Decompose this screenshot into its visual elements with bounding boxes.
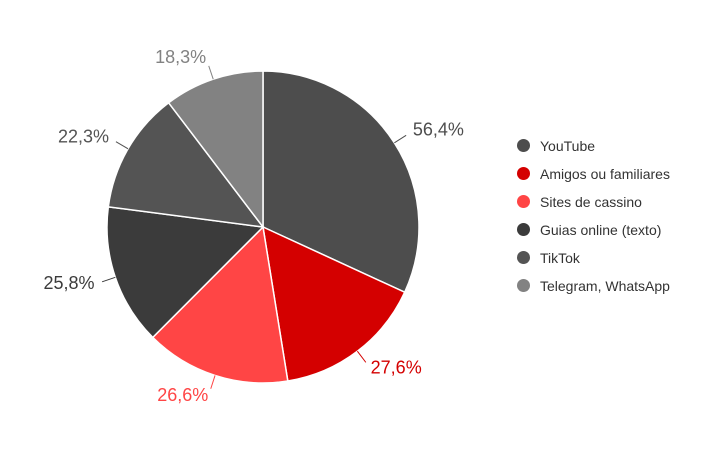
legend: YouTube Amigos ou familiares Sites de cass… [517, 137, 670, 295]
legend-item: YouTube [517, 137, 670, 155]
legend-item: Guias online (texto) [517, 221, 670, 239]
pie-slice [106, 206, 265, 339]
leader-line [115, 141, 129, 150]
leader-line [208, 65, 214, 80]
data-label: 27,6% [371, 357, 422, 377]
legend-swatch [517, 167, 530, 180]
pie-slice [262, 70, 420, 294]
legend-swatch [517, 195, 530, 208]
legend-swatch [517, 139, 530, 152]
data-label: 26,6% [157, 385, 208, 405]
legend-item: TikTok [517, 249, 670, 267]
data-label: 22,3% [58, 126, 109, 146]
legend-item: Sites de cassino [517, 193, 670, 211]
data-label: 18,3% [155, 47, 206, 67]
legend-label: Amigos ou familiares [540, 166, 670, 182]
legend-label: TikTok [540, 250, 580, 266]
legend-label: Sites de cassino [540, 194, 642, 210]
legend-item: Amigos ou familiares [517, 165, 670, 183]
legend-item: Telegram, WhatsApp [517, 277, 670, 295]
leader-line [101, 276, 116, 283]
legend-swatch [517, 279, 530, 292]
legend-swatch [517, 223, 530, 236]
pie-slice [262, 225, 406, 382]
data-label: 25,8% [43, 273, 94, 293]
leader-line [394, 134, 407, 144]
legend-label: Guias online (texto) [540, 222, 662, 238]
leader-line [356, 350, 367, 363]
legend-swatch [517, 251, 530, 264]
data-label: 56,4% [413, 120, 464, 140]
legend-label: YouTube [540, 138, 596, 154]
pie-slice [151, 225, 289, 384]
leader-line [210, 375, 216, 389]
legend-label: Telegram, WhatsApp [540, 278, 670, 294]
pie-slice [107, 101, 265, 228]
